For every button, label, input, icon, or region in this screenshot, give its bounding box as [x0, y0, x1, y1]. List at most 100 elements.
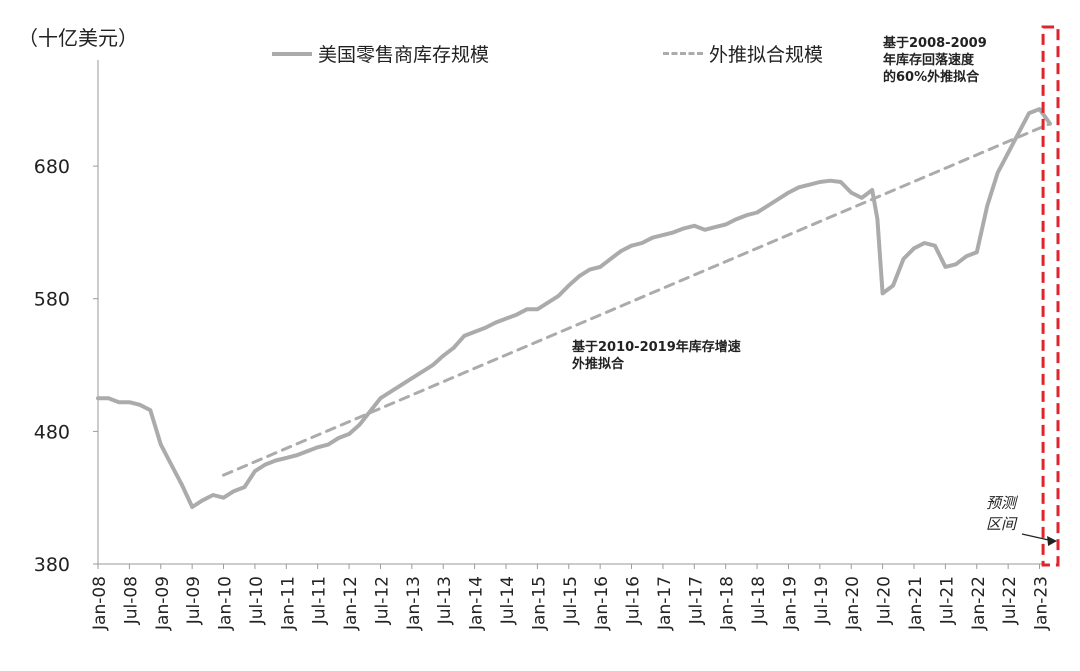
x-tick-label: Jul-18: [749, 576, 769, 625]
data-point-actual: [421, 370, 424, 373]
x-tick-label: Jan-22: [969, 576, 989, 631]
data-point-actual: [630, 244, 633, 247]
x-tick-label: Jan-15: [529, 576, 549, 631]
x-tick-label: Jul-14: [498, 576, 518, 625]
data-point-actual: [986, 205, 989, 207]
data-point-actual: [588, 268, 591, 271]
data-point-actual: [641, 242, 643, 244]
legend-solid-line-swatch: [272, 51, 312, 56]
x-tick-label: Jan-21: [906, 576, 926, 631]
data-point-actual: [316, 446, 319, 449]
data-point-actual: [599, 266, 601, 268]
forecast-pointer-arrowhead: [1047, 536, 1058, 546]
data-point-actual: [358, 423, 361, 426]
data-point-actual: [955, 263, 957, 266]
data-point-actual: [1038, 108, 1041, 110]
data-point-actual: [724, 223, 727, 226]
data-point-actual: [233, 490, 235, 492]
data-point-actual: [798, 186, 800, 189]
data-point-actual: [295, 454, 298, 457]
data-point-actual: [567, 284, 570, 287]
legend-label-fit: 外推拟合规模: [709, 44, 824, 66]
annotation-fit-2008-2009: 基于2008-2009 年库存回落速度 的60%外推拟合: [883, 36, 987, 85]
data-point-actual: [902, 258, 905, 260]
legend-item-actual: 美国零售商库存规模: [272, 40, 489, 67]
data-point-actual: [264, 463, 267, 466]
y-tick-label: 680: [34, 156, 70, 178]
data-point-actual: [839, 181, 842, 183]
data-point-actual: [254, 470, 256, 472]
legend-dashed-line-swatch: [663, 52, 703, 55]
data-point-actual: [745, 214, 748, 216]
data-point-actual: [463, 335, 465, 337]
data-point-actual: [819, 181, 821, 183]
data-point-actual: [965, 255, 968, 258]
data-point-actual: [505, 317, 507, 320]
forecast-region-box: [1041, 25, 1060, 567]
data-point-actual: [620, 250, 622, 252]
data-point-actual: [526, 308, 528, 311]
data-point-actual: [860, 197, 863, 199]
x-tick-label: Jan-12: [341, 576, 361, 631]
data-point-actual: [170, 463, 173, 466]
data-point-actual: [672, 231, 675, 234]
series-line-fit: [222, 122, 1052, 477]
data-point-actual: [390, 390, 392, 393]
data-point-actual: [494, 321, 497, 324]
data-point-actual: [128, 401, 131, 403]
data-point-actual: [473, 331, 476, 333]
data-point-actual: [881, 292, 884, 295]
data-point-actual: [1007, 152, 1009, 154]
data-point-actual: [97, 397, 99, 400]
data-point-actual: [327, 443, 329, 446]
data-point-actual: [515, 313, 518, 316]
data-point-actual: [191, 506, 193, 508]
data-point-actual: [714, 226, 717, 228]
data-point-actual: [829, 179, 832, 182]
x-tick-label: Jul-13: [435, 576, 455, 625]
x-tick-label: Jan-13: [404, 576, 424, 631]
x-tick-label: Jul-22: [1000, 576, 1020, 625]
x-tick-label: Jul-20: [875, 576, 895, 625]
x-tick-label: Jul-21: [937, 576, 957, 625]
x-tick-label: Jul-15: [561, 576, 581, 625]
data-point-actual: [923, 242, 926, 244]
x-tick-label: Jul-17: [686, 576, 706, 625]
data-point-actual: [452, 347, 455, 349]
data-point-actual: [107, 397, 110, 400]
data-point-actual: [756, 211, 758, 214]
annotation-fit-2010-2019: 基于2010-2019年库存增速 外推拟合: [572, 340, 741, 372]
data-point-actual: [536, 308, 539, 311]
data-point-fit: [222, 474, 225, 476]
x-tick-label: Jul-10: [247, 576, 267, 625]
data-point-actual: [431, 364, 434, 366]
data-point-actual: [275, 459, 277, 462]
data-point-actual: [442, 354, 445, 357]
legend-label-actual: 美国零售商库存规模: [318, 44, 490, 66]
x-tick-label: Jan-16: [592, 576, 612, 631]
data-point-actual: [285, 457, 288, 459]
data-point-actual: [222, 496, 225, 499]
data-point-actual: [850, 191, 853, 194]
data-point-actual: [913, 247, 915, 250]
annotation-forecast-region: 预测 区间: [986, 494, 1017, 533]
data-point-actual: [201, 499, 204, 502]
data-point-actual: [149, 409, 152, 411]
x-tick-label: Jul-11: [310, 576, 330, 625]
y-tick-label: 480: [34, 421, 70, 443]
x-tick-label: Jan-19: [780, 576, 800, 631]
data-point-actual: [871, 189, 873, 191]
y-tick-label: 580: [34, 289, 70, 311]
data-point-actual: [400, 384, 403, 386]
data-point-fit: [1049, 122, 1051, 125]
data-point-actual: [306, 450, 309, 453]
data-point-actual: [557, 295, 560, 297]
data-point-actual: [683, 227, 685, 230]
data-point-actual: [547, 301, 549, 304]
y-tick-label: 380: [34, 554, 70, 576]
data-point-actual: [337, 437, 340, 439]
x-tick-label: Jan-08: [90, 576, 110, 631]
x-tick-label: Jan-10: [216, 576, 236, 631]
x-tick-label: Jan-20: [843, 576, 863, 631]
